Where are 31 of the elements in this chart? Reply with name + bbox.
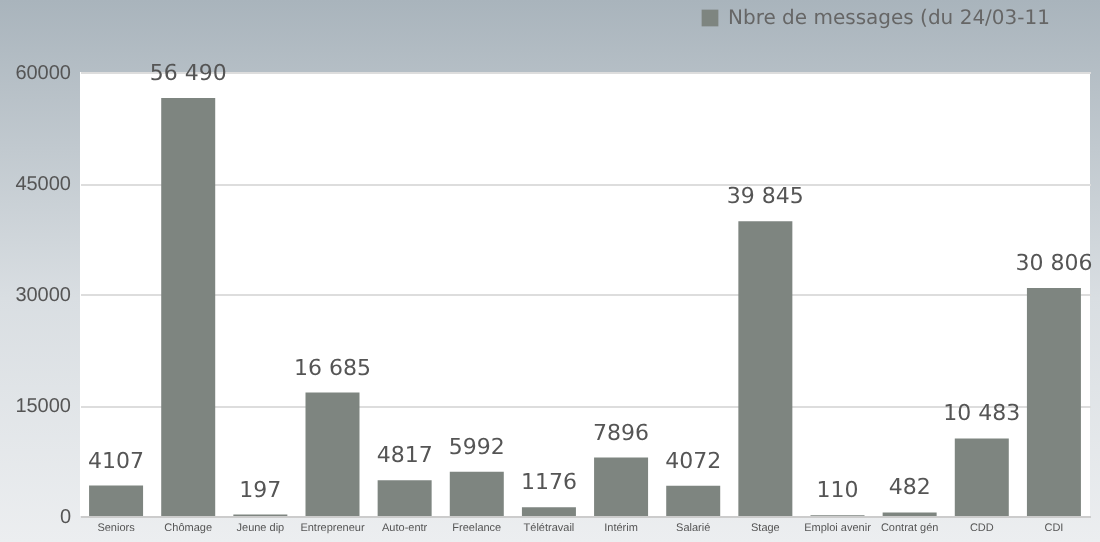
bar: [666, 485, 721, 516]
text: 4107: [88, 447, 145, 474]
text: 197: [239, 476, 282, 503]
bar: [449, 471, 504, 516]
text: 4072: [665, 447, 722, 474]
bar: [594, 457, 649, 516]
legend-label: Nbre de messages (du 24/03-11: [728, 8, 1050, 30]
text: 5992: [448, 433, 505, 460]
bar: [161, 97, 216, 516]
text: 10 483: [943, 400, 1021, 427]
text: 56 490: [149, 59, 227, 86]
bar: [521, 507, 576, 516]
bar: [89, 485, 144, 516]
text: 39 845: [726, 183, 804, 210]
bar: [954, 438, 1009, 516]
y-tick-label: 60000: [15, 63, 72, 85]
y-tick-label: 30000: [15, 285, 72, 307]
y-tick-label: 45000: [15, 174, 72, 196]
text: 1176: [520, 469, 577, 496]
text: 30 806: [1015, 250, 1093, 277]
text: 16 685: [294, 354, 371, 381]
bar: [738, 221, 793, 516]
text: 110: [816, 477, 859, 504]
text: 4817: [376, 442, 433, 469]
bar: [377, 480, 432, 516]
text: 482: [888, 474, 931, 501]
bar: [1026, 288, 1081, 516]
bar: [305, 392, 360, 516]
y-tick-label: 15000: [15, 396, 72, 418]
y-tick-label: 0: [59, 507, 72, 529]
text: 7896: [593, 419, 650, 446]
